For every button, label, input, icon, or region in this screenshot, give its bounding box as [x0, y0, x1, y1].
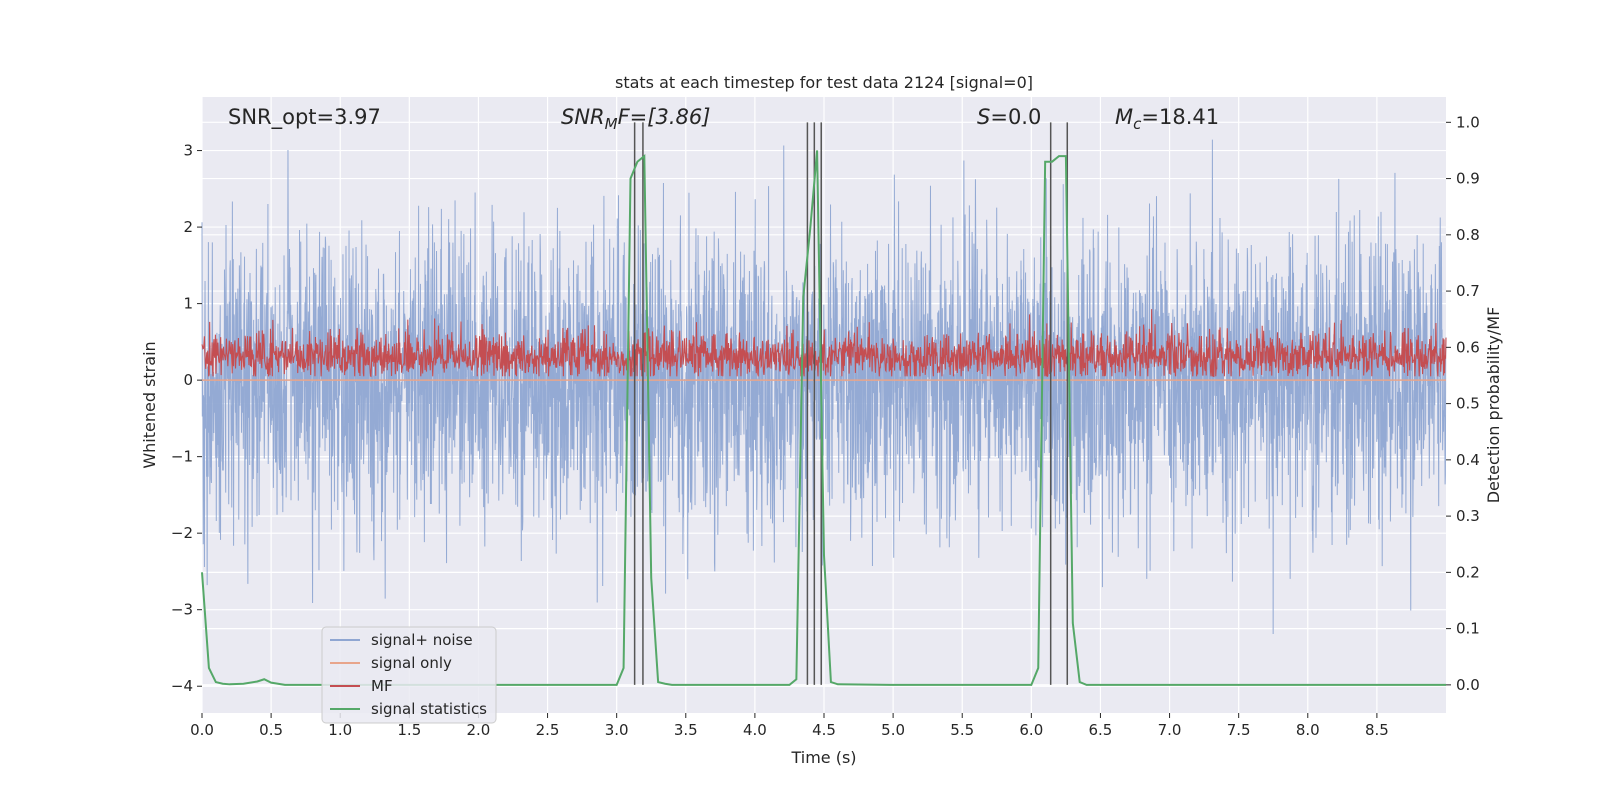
series-signal-statistics [201, 150, 1446, 686]
x-tick-label: 2.5 [536, 721, 560, 739]
y-tick-label: 3 [183, 142, 193, 160]
legend-box [321, 626, 497, 724]
annotation-mc: Mc=18.41 [1115, 105, 1219, 133]
y-axis-label: Whitened strain [140, 341, 159, 468]
y-tick-label: 0 [183, 371, 193, 389]
y-tick-label: −2 [171, 524, 193, 542]
snr-mf-base: SNR [561, 105, 605, 129]
legend-label-mf: MF [371, 677, 393, 695]
s-rest: =0.0 [990, 105, 1041, 129]
y2-tick-label: 1.0 [1456, 113, 1480, 131]
legend-label-signal-noise: signal+ noise [371, 631, 473, 649]
series-mf [201, 309, 1447, 378]
y2-axis-label: Detection probability/MF [1484, 307, 1503, 504]
x-tick-label: 5.0 [881, 721, 905, 739]
chart-title: stats at each timestep for test data 212… [615, 73, 1033, 92]
y2-tick-label: 0.6 [1456, 338, 1480, 356]
mc-rest: =18.41 [1141, 105, 1219, 129]
x-tick-label: 4.0 [743, 721, 767, 739]
snr-mf-rest: F=[3.86] [618, 105, 711, 129]
mc-var: M [1115, 105, 1133, 129]
x-tick-label: 3.5 [674, 721, 698, 739]
annotation-snr-opt: SNR_opt=3.97 [228, 105, 381, 130]
y-tick-label: 2 [183, 218, 193, 236]
y-tick-label: −4 [171, 677, 193, 695]
x-tick-label: 3.0 [605, 721, 629, 739]
y2-tick-label: 0.8 [1456, 226, 1480, 244]
y2-tick-label: 0.5 [1456, 395, 1480, 413]
x-tick-label: 7.0 [1158, 721, 1182, 739]
legend-label-signal-only: signal only [371, 654, 452, 672]
legend: signal+ noise signal only MF signal stat… [321, 626, 497, 724]
x-axis-label: Time (s) [790, 748, 856, 767]
y2-tick-label: 0.3 [1456, 507, 1480, 525]
series-line-mf [201, 309, 1447, 378]
series-line-signal-statistics [201, 150, 1446, 686]
s-var: S [977, 105, 990, 129]
x-tick-label: 7.5 [1227, 721, 1251, 739]
x-tick-label: 6.5 [1089, 721, 1113, 739]
axis-ticks: 0.0 0.5 1.0 1.5 2.0 2.5 3.0 3.5 4.0 4.5 5.0 5.5 6.0 6… [171, 113, 1480, 739]
y-tick-label: −3 [171, 601, 193, 619]
legend-label-signal-statistics: signal statistics [371, 700, 487, 718]
x-tick-label: 1.0 [328, 721, 352, 739]
y2-tick-label: 0.9 [1456, 170, 1480, 188]
y2-tick-label: 0.1 [1456, 620, 1480, 638]
x-tick-label: 0.5 [259, 721, 283, 739]
x-tick-label: 0.0 [190, 721, 214, 739]
x-tick-label: 4.5 [812, 721, 836, 739]
x-tick-label: 8.0 [1296, 721, 1320, 739]
y2-tick-label: 0.2 [1456, 563, 1480, 581]
x-tick-label: 1.5 [397, 721, 421, 739]
y2-tick-label: 0.4 [1456, 451, 1480, 469]
annotation-snr-mf: SNRMF=[3.86] [561, 105, 710, 133]
mc-sub: c [1133, 115, 1142, 133]
x-tick-label: 2.0 [467, 721, 491, 739]
annotation-s: S=0.0 [977, 105, 1041, 129]
x-tick-label: 6.0 [1019, 721, 1043, 739]
y2-tick-label: 0.0 [1456, 676, 1480, 694]
y-tick-label: −1 [171, 448, 193, 466]
x-tick-label: 8.5 [1365, 721, 1389, 739]
y2-tick-label: 0.7 [1456, 282, 1480, 300]
snr-mf-sub: M [605, 115, 618, 133]
y-tick-label: 1 [183, 295, 193, 313]
x-tick-label: 5.5 [950, 721, 974, 739]
